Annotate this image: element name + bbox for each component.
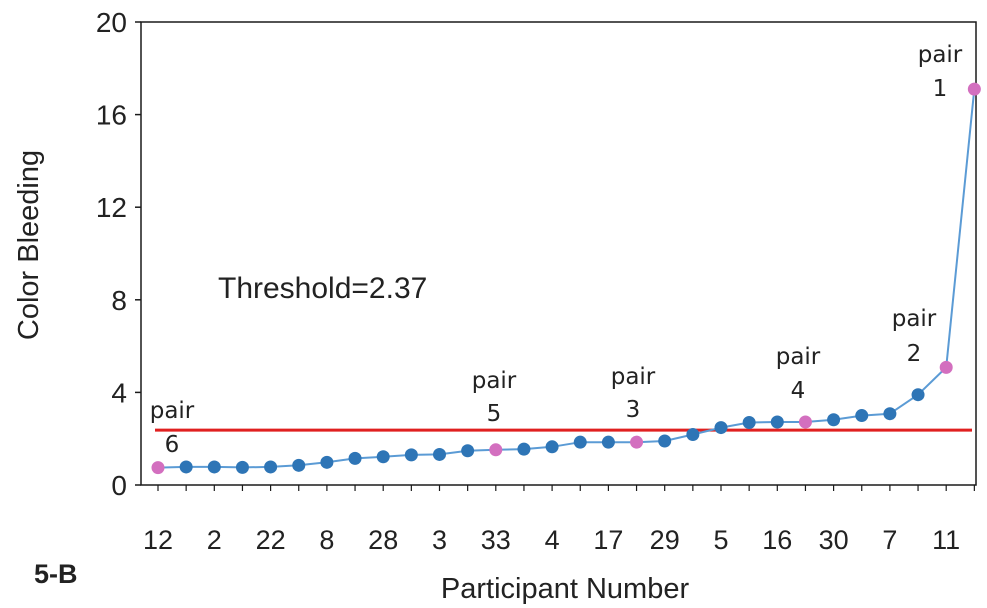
data-point: [658, 435, 671, 448]
data-point: [320, 456, 333, 469]
annotation-pair-number: 3: [626, 397, 641, 423]
annotation-pair-number: 6: [165, 432, 180, 458]
y-tick-label: 12: [96, 192, 127, 223]
plot-frame: [141, 22, 976, 485]
data-point: [264, 460, 277, 473]
x-tick-label: 5: [713, 525, 728, 555]
x-tick-label: 22: [256, 525, 286, 555]
x-tick-label: 33: [481, 525, 511, 555]
data-point: [855, 409, 868, 422]
x-tick-label: 12: [143, 525, 173, 555]
annotation-pair-number: 4: [791, 378, 806, 404]
x-tick-label: 3: [432, 525, 447, 555]
x-tick-label: 17: [593, 525, 623, 555]
annotation-pair-label: pair: [150, 398, 195, 424]
y-tick-label: 4: [111, 377, 127, 408]
data-point: [180, 460, 193, 473]
data-point: [208, 460, 221, 473]
highlight-point: [152, 461, 165, 474]
annotation-pair-label: pair: [892, 306, 937, 332]
x-tick-label: 2: [207, 525, 222, 555]
y-axis-title: Color Bleeding: [13, 150, 45, 340]
data-point: [574, 436, 587, 449]
panel-label: 5-B: [34, 559, 78, 589]
annotation-pair-label: pair: [611, 364, 656, 390]
data-point: [349, 452, 362, 465]
data-point: [743, 416, 756, 429]
x-tick-label: 16: [762, 525, 792, 555]
annotation-pair-number: 1: [933, 76, 948, 102]
x-axis-title: Participant Number: [441, 573, 690, 605]
annotation-pair-label: pair: [918, 42, 963, 68]
y-tick-label: 0: [111, 470, 127, 501]
data-point: [546, 440, 559, 453]
highlight-point: [489, 443, 502, 456]
data-point: [912, 388, 925, 401]
data-point: [602, 436, 615, 449]
data-point: [883, 407, 896, 420]
annotations: pair 6 pair 5 pair 3 pair 4 pair 2 pair 1: [150, 42, 963, 458]
data-point: [461, 444, 474, 457]
data-point: [405, 448, 418, 461]
data-point: [686, 428, 699, 441]
data-point: [771, 416, 784, 429]
highlight-point: [968, 83, 981, 96]
data-point: [517, 443, 530, 456]
data-point: [236, 461, 249, 474]
annotation-pair-number: 5: [487, 401, 502, 427]
highlight-point: [799, 416, 812, 429]
highlight-point: [940, 361, 953, 374]
annotation-pair-number: 2: [907, 341, 922, 367]
threshold: Threshold=2.37: [155, 272, 972, 430]
x-tick-label: 28: [368, 525, 398, 555]
data-point: [292, 459, 305, 472]
x-tick-label: 8: [319, 525, 334, 555]
x-tick-label: 29: [650, 525, 680, 555]
data-point: [715, 421, 728, 434]
highlight-point: [630, 436, 643, 449]
x-tick-label: 4: [545, 525, 560, 555]
x-tick-label: 11: [932, 525, 960, 555]
data-point: [827, 413, 840, 426]
data-point: [433, 448, 446, 461]
x-tick-label: 7: [882, 525, 897, 555]
data-point: [377, 450, 390, 463]
y-tick-label: 20: [96, 7, 127, 38]
annotation-pair-label: pair: [776, 344, 821, 370]
annotation-pair-label: pair: [472, 368, 517, 394]
y-tick-label: 8: [111, 285, 127, 316]
x-tick-label: 30: [819, 525, 849, 555]
y-tick-label: 16: [96, 100, 127, 131]
threshold-label: Threshold=2.37: [218, 272, 427, 305]
